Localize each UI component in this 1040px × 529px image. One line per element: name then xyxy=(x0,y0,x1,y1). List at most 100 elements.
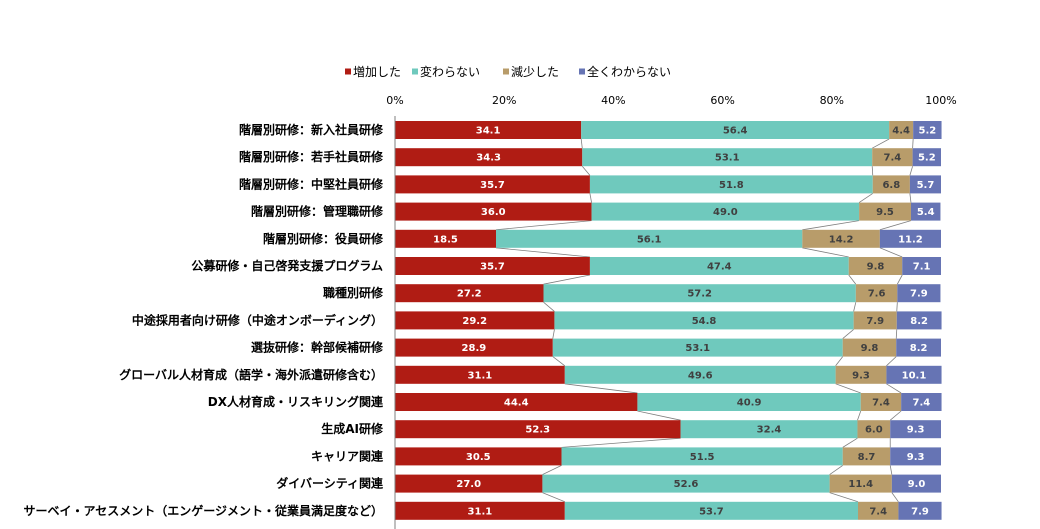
category-label: 中途採用者向け研修（中途オンボーディング） xyxy=(132,312,383,327)
value-label: 8.2 xyxy=(910,343,928,354)
bar-segment xyxy=(561,447,843,466)
category-label: 階層別研修：中堅社員研修 xyxy=(239,176,384,191)
value-label: 35.7 xyxy=(480,262,505,273)
bar-segment xyxy=(898,501,942,520)
connector-line xyxy=(543,301,555,312)
category-label: 生成AI研修 xyxy=(321,421,384,436)
value-label: 27.2 xyxy=(457,289,482,300)
connector-line xyxy=(835,356,844,367)
bar-segment xyxy=(395,284,544,303)
value-label: 36.0 xyxy=(481,207,506,218)
value-label: 31.1 xyxy=(468,506,493,517)
category-label: 公募研修・自己啓発支援プログラム xyxy=(191,258,383,273)
bar-segment xyxy=(542,474,830,493)
value-label: 5.7 xyxy=(917,180,935,191)
bar-segment xyxy=(896,338,941,357)
bar-segment xyxy=(581,121,890,139)
bar-segment xyxy=(680,420,858,439)
connector-line xyxy=(909,166,913,176)
bar-segment xyxy=(910,202,941,221)
category-label: 選抜研修：幹部候補研修 xyxy=(251,340,384,355)
connector-line xyxy=(848,274,857,285)
connector-line xyxy=(909,193,912,203)
category-label: ダイバーシティ関連 xyxy=(276,476,384,491)
bar-segment xyxy=(858,501,899,520)
value-label: 9.5 xyxy=(876,207,894,218)
bar-segment xyxy=(901,393,942,411)
value-label: 51.5 xyxy=(690,452,715,463)
value-label: 11.2 xyxy=(898,234,923,245)
value-label: 5.2 xyxy=(918,153,936,164)
value-label: 40.9 xyxy=(737,398,762,409)
connector-line xyxy=(871,166,874,176)
value-label: 9.8 xyxy=(861,343,879,354)
connector-line xyxy=(842,437,858,448)
bar-segment xyxy=(802,229,880,248)
value-label: 52.6 xyxy=(674,479,699,490)
value-label: 6.8 xyxy=(882,180,900,191)
value-label: 44.4 xyxy=(504,398,529,409)
bar-segment xyxy=(395,365,565,384)
bar-segment xyxy=(913,121,942,139)
bar-segment xyxy=(857,420,891,439)
value-label: 47.4 xyxy=(707,262,732,273)
value-label: 5.4 xyxy=(917,207,935,218)
legend-swatch xyxy=(503,68,509,75)
bar-segment xyxy=(848,257,903,275)
bar-segment xyxy=(891,474,941,493)
bar-segment xyxy=(543,284,856,303)
bar-segment xyxy=(909,175,941,194)
bar-segment xyxy=(853,311,897,330)
value-label: 56.1 xyxy=(637,234,662,245)
bar-segment xyxy=(564,365,836,384)
category-label: 階層別研修：管理職研修 xyxy=(251,204,384,219)
bar-segment xyxy=(589,175,873,194)
value-label: 6.0 xyxy=(865,425,883,436)
bar-segment xyxy=(912,148,941,167)
connector-line xyxy=(886,383,902,394)
bar-segment xyxy=(395,121,582,139)
bar-segment xyxy=(591,202,860,221)
bar-segment xyxy=(395,501,565,520)
value-label: 49.6 xyxy=(688,370,713,381)
connector-line xyxy=(895,329,898,339)
connector-line xyxy=(561,437,681,448)
connector-line xyxy=(580,138,583,149)
value-label: 34.3 xyxy=(476,153,501,164)
connector-line xyxy=(829,465,843,475)
connector-line xyxy=(802,247,849,258)
bar-segment xyxy=(496,229,803,248)
category-label: サーベイ・アセスメント（エンゲージメント・従業員満足度など） xyxy=(23,503,383,518)
bar-segment xyxy=(395,420,681,439)
x-tick-label: 80% xyxy=(820,94,844,107)
legend-swatch xyxy=(412,68,418,75)
value-label: 32.4 xyxy=(757,425,782,436)
value-label: 57.2 xyxy=(687,289,712,300)
value-label: 53.1 xyxy=(685,343,710,354)
bar-segment xyxy=(872,175,910,194)
value-label: 9.3 xyxy=(907,452,925,463)
value-label: 7.9 xyxy=(910,289,928,300)
connector-line xyxy=(886,356,897,367)
category-label: キャリア関連 xyxy=(311,448,384,463)
value-label: 28.9 xyxy=(462,343,487,354)
connector-line xyxy=(858,193,873,203)
x-tick-label: 100% xyxy=(925,94,956,107)
value-label: 5.2 xyxy=(918,126,936,137)
value-label: 29.2 xyxy=(462,316,487,327)
connector-line xyxy=(543,274,590,285)
bar-segment xyxy=(395,338,553,357)
bar-segment xyxy=(564,501,859,520)
connector-line xyxy=(802,220,860,231)
bar-segment xyxy=(860,393,902,411)
value-label: 53.1 xyxy=(715,153,740,164)
value-label: 9.8 xyxy=(867,262,885,273)
connector-line xyxy=(889,410,902,421)
connector-line xyxy=(896,274,903,285)
value-label: 35.7 xyxy=(480,180,505,191)
value-label: 9.0 xyxy=(908,479,926,490)
bar-segment xyxy=(879,229,941,248)
bar-segment xyxy=(896,311,942,330)
value-label: 31.1 xyxy=(468,370,493,381)
